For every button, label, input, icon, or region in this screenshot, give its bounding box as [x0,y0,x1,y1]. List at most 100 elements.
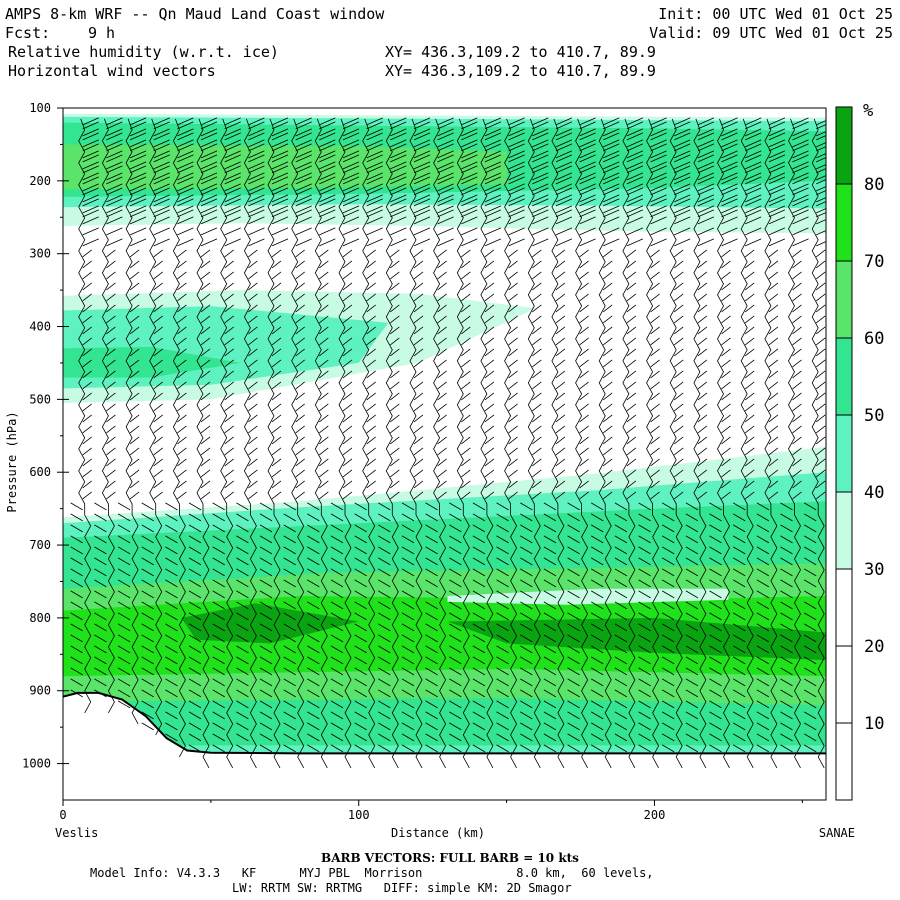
y-axis: 100 200 300 400 500 600 700 800 900 1000 [22,101,69,771]
y-tick-label: 700 [29,538,51,552]
y-tick-label: 800 [29,611,51,625]
barb-feathers [188,117,218,753]
wind-barb-column-19 [520,117,549,769]
chart-title: AMPS 8-km WRF -- Qn Maud Land Coast wind… [5,5,385,23]
barb-staff [433,118,447,769]
colorbar-frame [835,106,853,801]
barb-staff [480,118,494,769]
wind-barb-column-1 [94,117,123,714]
wind-barb-column-8 [259,117,289,769]
barb-staff [220,118,234,769]
wind-barbs [70,117,826,769]
colorbar-bin-60 [836,261,852,338]
barb-staff [362,118,376,769]
barb-feathers [638,117,667,753]
wind-barb-column-3 [141,117,170,736]
barb-staff [409,118,423,769]
barb-staff [764,118,778,769]
wind-barb-column-24 [638,117,667,769]
barb-feathers [354,117,383,753]
wind-barb-column-25 [661,117,691,769]
barb-feathers [685,117,715,753]
y-axis-label: Pressure (hPa) [5,411,19,512]
wind-barb-column-14 [401,117,431,769]
wind-barb-column-18 [496,117,525,769]
barb-feathers [756,117,786,753]
barb-staff [669,118,683,769]
wind-barb-column-13 [378,117,407,769]
barb-staff [196,118,210,769]
wind-barb-column-29 [756,117,786,769]
rh-region-low-layer-peak-west [181,603,359,644]
y-tick-label: 900 [29,684,51,698]
barb-feathers [803,120,826,753]
barb-feathers [330,117,360,753]
wind-barb-column-20 [543,117,573,769]
barb-feathers [732,117,762,753]
barb-feathers [543,117,573,753]
wind-barb-column-11 [330,117,360,769]
barb-staff [385,118,399,769]
barb-feathers [614,117,644,753]
wind-barb-column-12 [354,117,383,769]
barb-staff [622,118,636,769]
colorbar: 10 20 30 40 50 60 70 80 [835,106,884,801]
barb-feathers [401,117,431,753]
barb-staff [646,118,660,769]
barb-staff [291,118,305,769]
wind-barb-column-17 [472,117,502,769]
x-tick-label: 200 [644,808,666,822]
wind-barb-column-5 [188,117,218,769]
barb-feathers [283,117,312,753]
barb-staff [267,118,281,769]
barb-staff [527,118,541,769]
barb-feathers [567,117,596,753]
colorbar-tick-label: 70 [864,252,884,272]
barb-feathers [117,117,147,709]
barb-staff [788,118,801,769]
plot-frame [62,107,827,801]
colorbar-bin-0 [836,569,852,800]
x-tick-label: 0 [59,808,66,822]
terrain-line [63,691,826,755]
rh-region-low-layer-peak-east [447,617,826,661]
y-tick-label: 600 [29,465,51,479]
valid-time: Valid: 09 UTC Wed 01 Oct 25 [649,24,893,42]
model-info-line2: LW: RRTM SW: RRTMG DIFF: simple KM: 2D S… [232,881,572,895]
barb-feathers [496,117,525,753]
wind-barb-column-23 [614,117,644,769]
barb-staff [338,118,352,769]
wind-barb-column-0 [70,117,99,714]
colorbar-bin-50 [836,338,852,415]
barb-feathers [307,117,336,753]
wind-barb-column-2 [117,117,147,725]
field-rh-label: Relative humidity (w.r.t. ice) [8,43,279,61]
wind-barb-column-6 [212,117,241,769]
wind-barb-column-21 [567,117,596,769]
y-tick-label: 400 [29,320,51,334]
wind-barb-column-7 [236,117,265,769]
barb-staff [575,118,589,769]
colorbar-tick-label: 50 [864,406,884,426]
barb-feathers [378,117,407,753]
barb-feathers [212,117,241,753]
left-endpoint-label: Veslis [55,826,98,840]
wind-barb-column-16 [449,117,478,769]
barb-staff [693,118,707,769]
y-tick-label: 500 [29,392,51,406]
barb-feathers [661,117,691,753]
barb-feathers [780,117,809,753]
fcst-value: 9 h [88,24,115,42]
barb-feathers [70,117,99,698]
barb-feathers [472,117,502,753]
model-info-line1: Model Info: V4.3.3 KF MYJ PBL Morrison 8… [90,866,654,880]
barb-staff [598,118,612,769]
wind-barb-column-31 [803,118,826,769]
colorbar-bin-80 [836,107,852,184]
wind-barb-column-30 [780,117,809,769]
wind-barb-column-9 [283,117,312,769]
barb-staff [740,118,754,769]
wind-barb-column-15 [425,117,454,769]
fcst-label: Fcst: [5,24,50,42]
